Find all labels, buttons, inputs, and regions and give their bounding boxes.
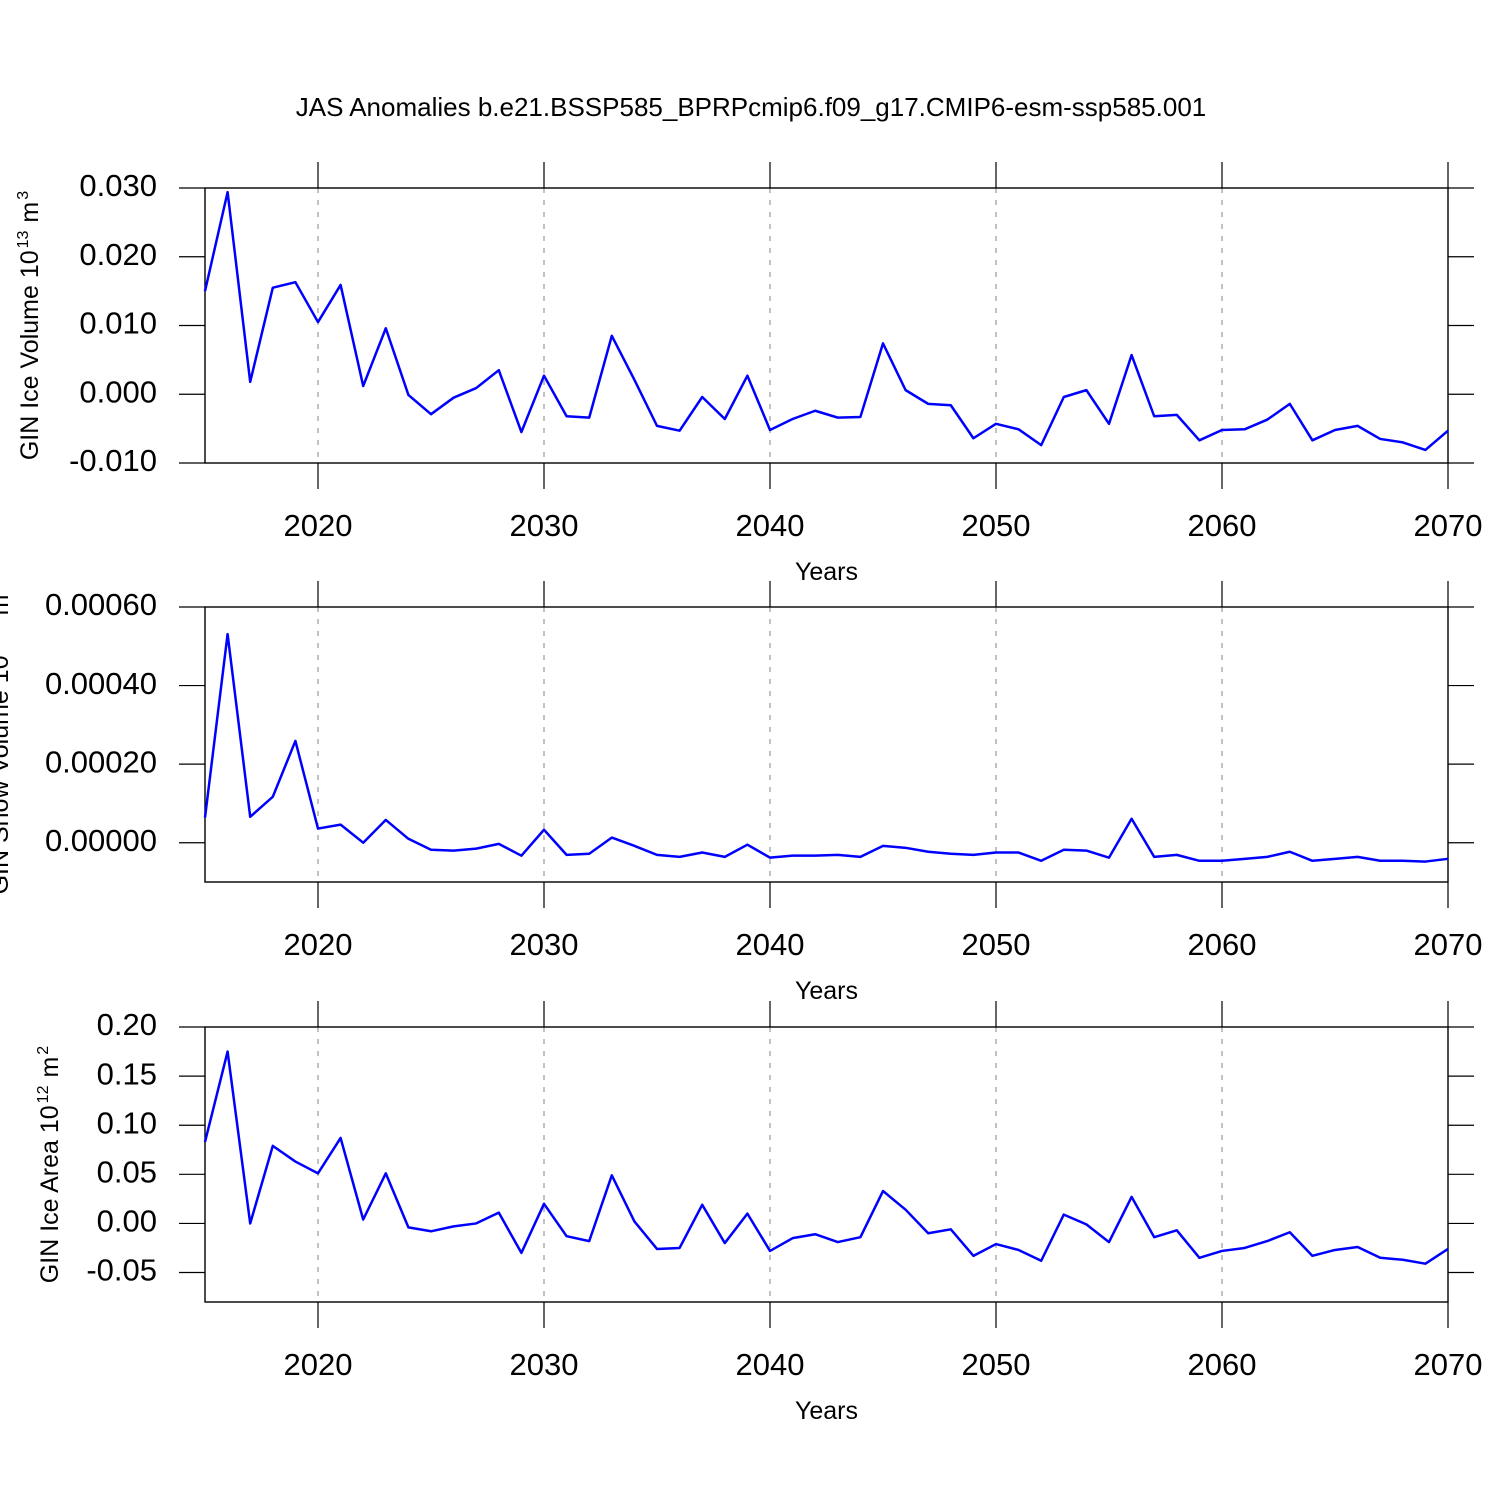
y-axis-label: GIN Ice Volume 10 13 m 3 xyxy=(15,191,44,460)
y-tick-label: -0.05 xyxy=(86,1253,157,1288)
x-tick-label: 2060 xyxy=(1188,1347,1257,1382)
x-tick-label: 2070 xyxy=(1414,508,1483,543)
x-tick-label: 2040 xyxy=(736,1347,805,1382)
x-tick-label: 2040 xyxy=(736,927,805,962)
y-label-part: GIN Ice Volume 10 xyxy=(16,250,44,460)
y-label-part: GIN Snow Volume 10 xyxy=(0,655,14,894)
x-axis-label: Years xyxy=(795,1397,858,1425)
y-tick-label: 0.20 xyxy=(97,1007,157,1042)
y-tick-label: 0.000 xyxy=(79,374,157,409)
y-tick-label: 0.05 xyxy=(97,1155,157,1190)
y-axis-label: GIN Snow Volume 10 m xyxy=(0,595,14,895)
data-line xyxy=(203,190,1449,452)
y-label-part: 2 xyxy=(35,1046,52,1055)
y-tick-label: 0.030 xyxy=(79,168,157,203)
y-label-part: m xyxy=(0,595,14,616)
y-tick-label: 0.00 xyxy=(97,1204,157,1239)
y-tick-label: 0.010 xyxy=(79,306,157,341)
x-tick-label: 2030 xyxy=(510,508,579,543)
x-tick-label: 2040 xyxy=(736,508,805,543)
x-tick-label: 2050 xyxy=(962,508,1031,543)
y-label-part: m xyxy=(16,202,44,223)
x-axis-label: Years xyxy=(795,977,858,1005)
y-label-part: 3 xyxy=(15,191,32,200)
x-tick-label: 2020 xyxy=(284,927,353,962)
y-tick-label: 0.00060 xyxy=(45,587,157,622)
y-label-part: 13 xyxy=(15,230,32,248)
x-tick-label: 2050 xyxy=(962,927,1031,962)
y-tick-label: -0.010 xyxy=(69,443,157,478)
plot-frame xyxy=(204,606,1449,883)
x-tick-label: 2070 xyxy=(1414,1347,1483,1382)
plot-frame xyxy=(204,1026,1449,1303)
data-line xyxy=(203,632,1449,863)
data-line xyxy=(203,1050,1449,1265)
y-tick-label: 0.00000 xyxy=(45,823,157,858)
y-label-part: GIN Ice Area 10 xyxy=(36,1105,64,1283)
x-tick-label: 2060 xyxy=(1188,508,1257,543)
y-tick-label: 0.15 xyxy=(97,1056,157,1091)
x-tick-label: 2030 xyxy=(510,927,579,962)
y-axis-label: GIN Ice Area 10 12 m 2 xyxy=(35,1046,64,1284)
x-tick-label: 2020 xyxy=(284,508,353,543)
y-label-group: GIN Snow Volume 10 m xyxy=(0,595,14,895)
y-tick-label: 0.00020 xyxy=(45,744,157,779)
y-label-part: m xyxy=(36,1057,64,1078)
figure-title: JAS Anomalies b.e21.BSSP585_BPRPcmip6.f0… xyxy=(296,92,1207,122)
x-tick-label: 2050 xyxy=(962,1347,1031,1382)
x-axis-label: Years xyxy=(795,558,858,586)
x-tick-label: 2060 xyxy=(1188,927,1257,962)
y-tick-label: 0.00040 xyxy=(45,666,157,701)
y-tick-label: 0.020 xyxy=(79,237,157,272)
y-tick-label: 0.10 xyxy=(97,1105,157,1140)
x-tick-label: 2030 xyxy=(510,1347,579,1382)
x-tick-label: 2020 xyxy=(284,1347,353,1382)
y-label-part: 12 xyxy=(35,1085,52,1103)
plot-frame xyxy=(204,187,1449,464)
x-tick-label: 2070 xyxy=(1414,927,1483,962)
